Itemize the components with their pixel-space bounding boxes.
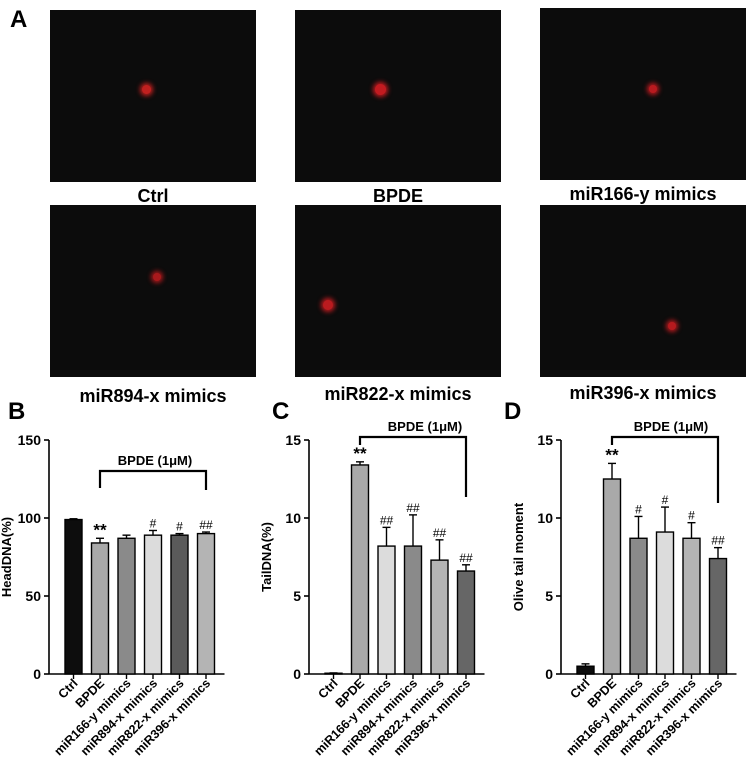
significance-label: **	[605, 445, 619, 464]
micrograph-mir894x	[50, 205, 256, 377]
bar	[403, 545, 423, 675]
comet-cell	[153, 273, 161, 281]
bar	[655, 531, 675, 675]
panel-label: D	[504, 398, 521, 425]
significance-label: **	[93, 520, 107, 539]
significance-label: **	[353, 444, 367, 463]
caption-ctrl: Ctrl	[137, 186, 169, 206]
treatment-bracket-label: BPDE (1μM)	[634, 419, 708, 434]
bar	[170, 534, 189, 675]
y-axis-label: TailDNA(%)	[259, 522, 274, 592]
y-tick-label: 150	[18, 432, 42, 448]
y-axis-label: HeadDNA(%)	[0, 517, 14, 597]
caption-mir822x: miR822-x mimics	[324, 384, 472, 404]
significance-label: #	[688, 509, 695, 523]
significance-label: ##	[199, 518, 213, 532]
significance-label: ##	[433, 526, 447, 540]
bar	[64, 518, 83, 675]
micrograph-bpde	[295, 10, 501, 182]
bar	[377, 545, 396, 675]
caption-mir166y: miR166-y mimics	[569, 184, 717, 204]
micrograph-mir822x	[295, 205, 501, 377]
caption-mir396x: miR396-x mimics	[569, 383, 717, 403]
bar	[456, 570, 476, 675]
y-tick-label: 10	[537, 510, 553, 526]
comet-cell	[142, 85, 151, 94]
comet-cell	[649, 85, 657, 93]
bar	[629, 537, 648, 675]
y-tick-label: 0	[545, 666, 553, 682]
significance-label: #	[176, 520, 183, 534]
y-tick-label: 50	[25, 588, 41, 604]
bar	[117, 537, 136, 675]
y-tick-label: 15	[537, 432, 553, 448]
y-tick-label: 100	[18, 510, 42, 526]
comet-cell	[323, 300, 333, 310]
bar	[350, 464, 370, 675]
micrograph-mir166y	[540, 8, 746, 180]
micrograph-mir396x	[540, 205, 746, 377]
treatment-bracket	[358, 435, 468, 497]
y-tick-label: 0	[293, 666, 301, 682]
y-tick-label: 5	[293, 588, 301, 604]
bar	[430, 559, 449, 675]
panel-a-label: A	[10, 6, 28, 33]
bar	[143, 534, 163, 675]
treatment-bracket	[610, 435, 720, 503]
comet-cell	[375, 84, 386, 95]
micrograph-ctrl	[50, 10, 256, 182]
treatment-bracket-label: BPDE (1μM)	[118, 453, 192, 468]
y-tick-label: 10	[285, 510, 301, 526]
comet-cell	[668, 322, 676, 330]
caption-mir894x: miR894-x mimics	[79, 386, 227, 406]
y-axis-label: Olive tail moment	[511, 502, 526, 611]
significance-label: ##	[711, 534, 725, 548]
panel-label: B	[8, 398, 25, 425]
significance-label: ##	[406, 501, 420, 515]
caption-bpde: BPDE	[372, 186, 423, 206]
panel-label: C	[272, 398, 289, 425]
bar	[90, 542, 110, 675]
bar	[196, 532, 216, 675]
significance-label: #	[662, 493, 669, 507]
bar	[708, 557, 728, 675]
y-tick-label: 5	[545, 588, 553, 604]
bar	[576, 665, 595, 675]
significance-label: #	[150, 516, 157, 530]
bar	[682, 537, 701, 675]
significance-label: ##	[380, 513, 394, 527]
treatment-bracket	[98, 469, 208, 490]
bar	[602, 478, 622, 675]
y-tick-label: 0	[33, 666, 41, 682]
treatment-bracket-label: BPDE (1μM)	[388, 419, 462, 434]
significance-label: ##	[459, 551, 473, 565]
y-tick-label: 15	[285, 432, 301, 448]
significance-label: #	[635, 502, 642, 516]
